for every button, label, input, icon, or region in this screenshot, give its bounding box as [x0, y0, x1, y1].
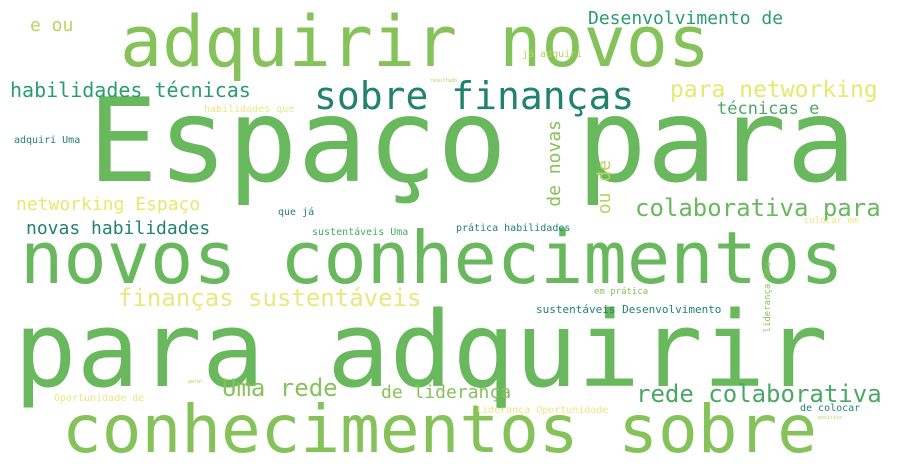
word-adquiri-uma: adquiri Uma — [14, 135, 81, 146]
word-networking-espaco: networking Espaço — [16, 194, 201, 215]
word-novos-conhecimentos: novos conhecimentos — [20, 216, 844, 300]
word-gerar: gerar — [188, 379, 204, 385]
word-habilidades-que: habilidades que — [204, 104, 295, 115]
word-tecnicas-e: técnicas e — [717, 99, 820, 119]
word-sobre-financas: sobre finanças — [314, 74, 635, 118]
word-oportunidade-de: Oportunidade de — [54, 393, 145, 404]
word-espaco-para: Espaço para — [88, 74, 857, 209]
word-resultado: resultado — [430, 78, 458, 84]
word-habilidades-tecnicas: habilidades técnicas — [10, 78, 251, 102]
word-conhecimentos-sobre: conhecimentos sobre — [62, 391, 817, 468]
word-sustentaveis-desenvolvimento: sustentáveis Desenvolvimento — [536, 303, 722, 316]
word-para-networking: para networking — [670, 77, 878, 103]
word-de-colocar: de colocar — [800, 403, 861, 414]
word-que-ja: que já — [278, 207, 315, 218]
word-desenvolvimento-de: Desenvolvimento de — [588, 8, 784, 29]
word-lideranca-oportunidade: liderança Oportunidade — [476, 405, 609, 416]
word-rede-colaborativa: rede colaborativa — [636, 380, 882, 408]
word-positivo: positivo — [818, 415, 843, 421]
word-lideranca-uma: liderança Uma — [763, 262, 773, 333]
word-ja-adquiri: já adquiri — [522, 49, 583, 60]
word-financas-sustentaveis: finanças sustentáveis — [118, 284, 422, 312]
word-ou-de: ou de — [594, 160, 615, 215]
word-pratica-habilidades: prática habilidades — [456, 223, 571, 234]
word-de-lideranca: de liderança — [381, 382, 512, 403]
word-em-pratica: em prática — [594, 287, 649, 297]
word-colocar-em: colocar em — [804, 216, 859, 226]
word-colaborativa-para: colaborativa para — [635, 194, 881, 222]
word-adquirir-novos: adquirir novos — [120, 1, 711, 83]
word-sustentaveis-uma: sustentáveis Uma — [312, 227, 409, 238]
word-para-adquirir: para adquirir — [14, 289, 828, 411]
word-uma-rede: Uma rede — [222, 374, 338, 402]
word-de-novas: de novas — [544, 120, 565, 207]
word-novas-habilidades: novas habilidades — [26, 218, 211, 239]
word-e-ou: e ou — [30, 15, 74, 36]
